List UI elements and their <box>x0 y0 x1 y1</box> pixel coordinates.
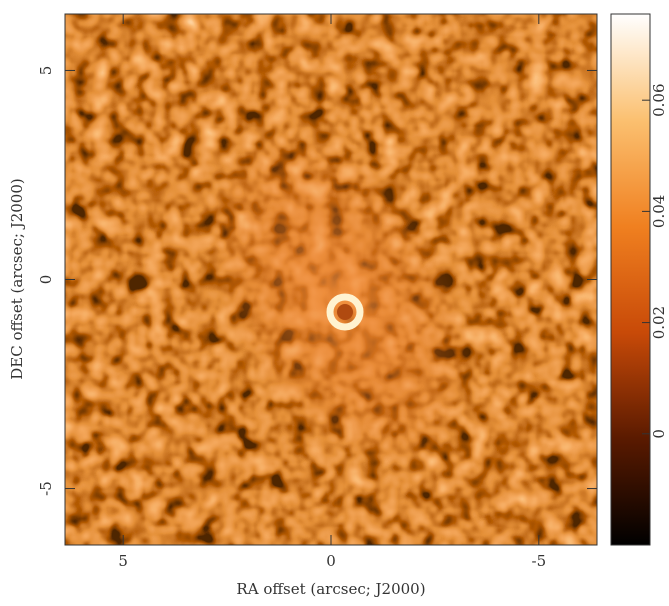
ring-center <box>337 304 353 320</box>
y-tick-label: 0 <box>37 275 55 285</box>
ring <box>326 293 364 331</box>
x-tick-label: -5 <box>532 552 547 570</box>
x-tick-label: 0 <box>326 552 336 570</box>
y-axis-label: DEC offset (arcsec; J2000) <box>8 178 26 379</box>
x-tick-label: 5 <box>118 552 128 570</box>
colorbar <box>610 13 651 546</box>
x-axis-label: RA offset (arcsec; J2000) <box>236 580 425 598</box>
sky-image <box>65 14 597 545</box>
y-tick-label: 5 <box>37 66 55 76</box>
y-tick-label: -5 <box>37 481 55 496</box>
colorbar-tick-label: 0.06 <box>650 83 668 116</box>
colorbar-tick-label: 0.02 <box>650 306 668 339</box>
colorbar-tick-label: 0 <box>650 429 668 439</box>
colorbar-tick-label: 0.04 <box>650 195 668 228</box>
